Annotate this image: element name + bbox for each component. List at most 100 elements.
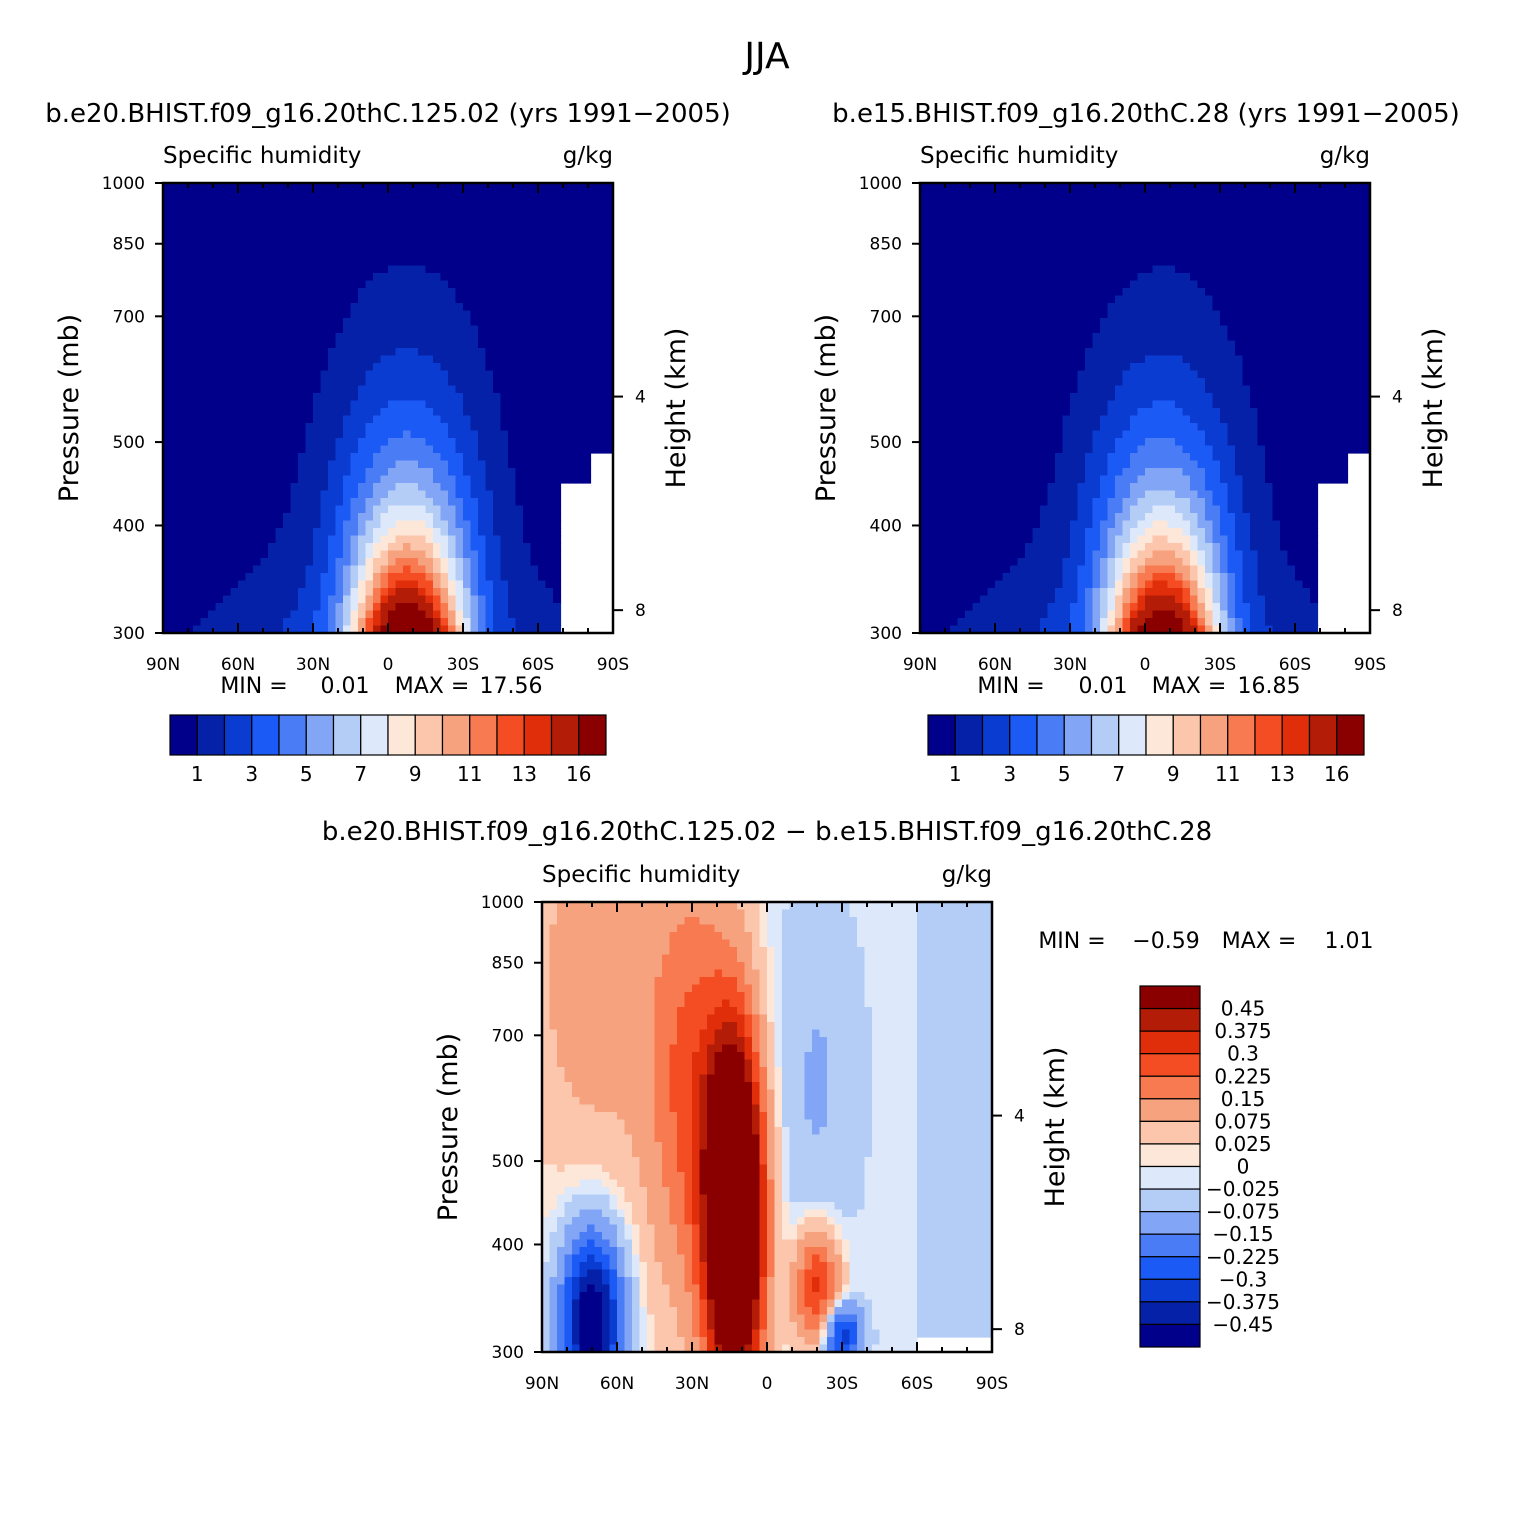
contour-cell [1077,550,1086,559]
contour-cell [418,595,427,604]
contour-cell [365,348,374,357]
contour-cell [920,400,929,409]
contour-cell [972,588,981,597]
contour-cell [448,423,457,432]
contour-cell [987,258,996,267]
contour-cell [298,280,307,289]
contour-cell [470,580,479,589]
contour-cell [388,415,397,424]
contour-cell [448,490,457,499]
contour-cell [245,498,254,507]
contour-cell [463,340,472,349]
contour-cell [545,543,554,552]
contour-cell [440,250,449,259]
contour-cell [500,385,509,394]
contour-cell [965,430,974,439]
contour-cell [305,625,314,634]
contour-cell [980,370,989,379]
contour-cell [185,423,194,432]
contour-cell [163,528,172,537]
contour-cell [545,348,554,357]
contour-cell [208,235,217,244]
contour-cell [358,558,367,567]
contour-cell [470,378,479,387]
contour-cell [1070,520,1079,529]
contour-cell [433,378,442,387]
contour-cell [215,543,224,552]
contour-cell [920,483,929,492]
contour-cell [298,273,307,282]
contour-cell [305,348,314,357]
contour-cell [1062,378,1071,387]
contour-cell [942,580,951,589]
contour-cell [508,385,517,394]
contour-cell [170,265,179,274]
contour-cell [290,213,299,222]
contour-cell [560,280,569,289]
contour-cell [1092,543,1101,552]
contour-cell [410,400,419,409]
contour-cell [238,460,247,469]
contour-cell [193,520,202,529]
contour-cell [942,520,951,529]
contour-cell [965,190,974,199]
contour-cell [403,273,412,282]
contour-cell [478,393,487,402]
contour-cell [995,213,1004,222]
contour-cell [208,573,217,582]
contour-cell [1017,265,1026,274]
contour-cell [1047,333,1056,342]
contour-cell [508,588,517,597]
contour-cell [493,430,502,439]
contour-cell [380,550,389,559]
contour-cell [388,393,397,402]
contour-cell [253,340,262,349]
contour-cell [215,333,224,342]
contour-cell [920,408,929,417]
contour-cell [1062,235,1071,244]
contour-cell [1002,408,1011,417]
contour-cell [163,265,172,274]
contour-cell [987,565,996,574]
contour-cell [965,460,974,469]
contour-cell [463,415,472,424]
contour-cell [538,363,547,372]
contour-cell [478,535,487,544]
contour-cell [290,588,299,597]
contour-cell [1055,273,1064,282]
contour-cell [335,490,344,499]
contour-cell [358,310,367,319]
contour-cell [425,220,434,229]
contour-cell [1055,295,1064,304]
contour-cell [298,250,307,259]
contour-cell [403,220,412,229]
contour-cell [178,438,187,447]
contour-cell [208,580,217,589]
contour-cell [995,603,1004,612]
contour-cell [298,520,307,529]
contour-cell [290,513,299,522]
contour-cell [1025,190,1034,199]
contour-cell [1070,618,1079,627]
contour-cell [245,325,254,334]
contour-cell [358,423,367,432]
contour-cell [1092,468,1101,477]
contour-cell [260,625,269,634]
contour-cell [523,415,532,424]
contour-cell [995,303,1004,312]
contour-cell [950,370,959,379]
contour-cell [193,205,202,214]
contour-cell [298,423,307,432]
contour-cell [275,303,284,312]
contour-cell [215,528,224,537]
contour-cell [980,558,989,567]
contour-cell [275,348,284,357]
contour-cell [1092,610,1101,619]
contour-cell [223,400,232,409]
contour-cell [178,490,187,499]
contour-cell [1047,258,1056,267]
contour-cell [395,520,404,529]
contour-cell [965,370,974,379]
contour-cell [965,205,974,214]
contour-cell [545,573,554,582]
